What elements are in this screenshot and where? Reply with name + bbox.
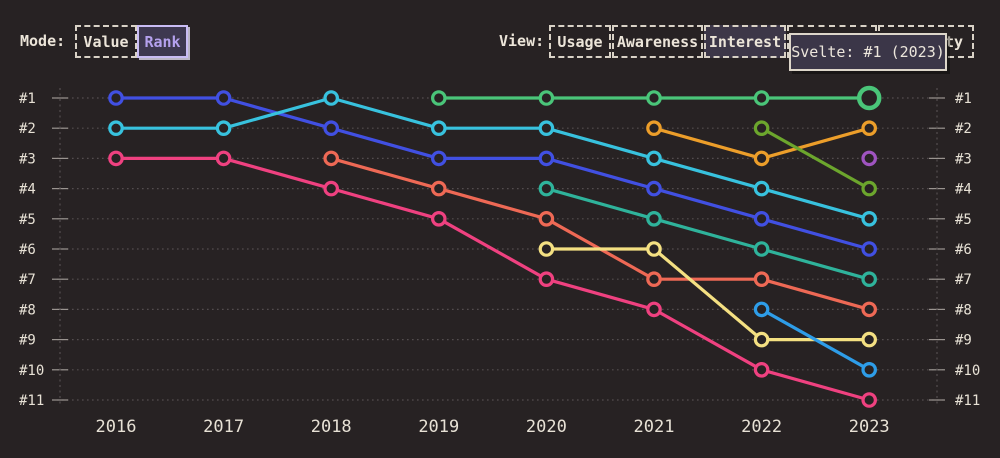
data-point-cyan-2019[interactable] (430, 120, 447, 136)
view-option-usage[interactable]: Usage (549, 25, 611, 58)
rank-label-left: #1 (19, 91, 36, 107)
data-point-cyan-2020[interactable] (538, 120, 555, 136)
view-option-awareness[interactable]: Awareness (612, 25, 703, 58)
data-point-teal-2022[interactable] (753, 241, 770, 257)
year-label: 2020 (526, 417, 567, 437)
rank-label-right: #1 (955, 91, 972, 107)
data-point-rose-2023[interactable] (861, 392, 877, 408)
series-line-cyan (114, 96, 871, 221)
series-line-rose (114, 156, 871, 402)
rank-label-right: #5 (955, 212, 972, 228)
tooltip-text: Svelte: #1 (2023) (791, 43, 945, 61)
rank-label-right: #8 (955, 302, 972, 318)
data-point-yellow-2022[interactable] (753, 331, 770, 348)
data-point-rose-2022[interactable] (753, 361, 770, 378)
year-label: 2018 (311, 417, 352, 437)
data-point-teal-2023[interactable] (861, 271, 877, 287)
data-point-cyan-2017[interactable] (215, 120, 232, 136)
data-point-indigo-2020[interactable] (538, 150, 555, 167)
data-point-sky-2023[interactable] (861, 361, 877, 378)
data-point-salmon-2023[interactable] (861, 301, 877, 318)
rank-label-left: #7 (19, 272, 36, 288)
data-point-salmon-2020[interactable] (538, 211, 555, 227)
rank-label-right: #9 (955, 333, 972, 349)
data-point-sky-2022[interactable] (753, 301, 770, 318)
data-point-yellow-2020[interactable] (538, 241, 555, 257)
rank-label-left: #3 (19, 151, 36, 167)
rank-label-left: #6 (19, 242, 36, 258)
year-label: 2019 (418, 417, 459, 437)
mode-option-value[interactable]: Value (75, 25, 137, 58)
data-point-green-2023[interactable] (856, 85, 882, 111)
data-point-green-2020[interactable] (538, 90, 555, 106)
rank-label-left: #10 (19, 363, 44, 379)
rank-label-right: #7 (955, 272, 972, 288)
data-point-indigo-2016[interactable] (108, 90, 124, 106)
data-point-indigo-2017[interactable] (215, 90, 232, 106)
data-point-indigo-2019[interactable] (430, 150, 447, 167)
data-point-rose-2016[interactable] (108, 150, 124, 167)
series-line-sky (759, 307, 871, 372)
rank-label-right: #10 (955, 363, 980, 379)
data-point-cyan-2023[interactable] (861, 211, 877, 227)
data-point-yellow-2021[interactable] (646, 241, 662, 257)
data-point-green-2019[interactable] (430, 90, 447, 106)
data-point-rose-2017[interactable] (215, 150, 232, 167)
data-point-cyan-2018[interactable] (323, 90, 339, 106)
data-point-olive-2023[interactable] (861, 180, 877, 197)
rank-label-right: #3 (955, 151, 972, 167)
rank-label-right: #2 (955, 121, 972, 137)
data-point-green-2022[interactable] (753, 90, 770, 106)
data-point-rose-2021[interactable] (646, 301, 662, 318)
series-line-indigo (114, 96, 871, 251)
year-label: 2022 (741, 417, 782, 437)
data-point-indigo-2021[interactable] (646, 180, 662, 197)
rank-label-left: #4 (19, 182, 36, 198)
data-point-cyan-2022[interactable] (753, 180, 770, 197)
series-line-olive (759, 126, 871, 191)
data-point-teal-2021[interactable] (646, 211, 662, 227)
rank-label-left: #9 (19, 333, 36, 349)
year-label: 2021 (634, 417, 675, 437)
data-point-purple-2023[interactable] (861, 150, 877, 167)
data-point-orange-2022[interactable] (753, 150, 770, 167)
rank-label-left: #11 (19, 393, 44, 409)
year-label: 2023 (849, 417, 890, 437)
view-label: View: (499, 32, 545, 50)
data-point-salmon-2021[interactable] (646, 271, 662, 287)
data-point-cyan-2021[interactable] (646, 150, 662, 167)
data-point-green-2021[interactable] (646, 90, 662, 106)
tooltip: Svelte: #1 (2023) (789, 33, 947, 71)
data-point-salmon-2019[interactable] (430, 180, 447, 197)
year-label: 2016 (96, 417, 137, 437)
data-point-indigo-2018[interactable] (323, 120, 339, 136)
rank-label-left: #8 (19, 302, 36, 318)
data-point-teal-2020[interactable] (538, 180, 555, 197)
data-point-orange-2021[interactable] (646, 120, 662, 136)
mode-label: Mode: (20, 32, 66, 50)
rank-label-right: #4 (955, 182, 972, 198)
year-label: 2017 (203, 417, 244, 437)
data-point-salmon-2018[interactable] (323, 150, 339, 167)
data-point-rose-2020[interactable] (538, 271, 555, 287)
mode-option-rank[interactable]: Rank (137, 25, 188, 58)
data-point-salmon-2022[interactable] (753, 271, 770, 287)
series-line-salmon (329, 156, 871, 311)
data-point-rose-2018[interactable] (323, 180, 339, 197)
data-point-indigo-2022[interactable] (753, 211, 770, 227)
data-point-rose-2019[interactable] (430, 211, 447, 227)
data-point-cyan-2016[interactable] (108, 120, 124, 136)
rank-label-right: #6 (955, 242, 972, 258)
view-option-interest[interactable]: Interest (704, 25, 786, 58)
series-line-teal (544, 187, 871, 281)
data-point-yellow-2023[interactable] (861, 331, 877, 348)
data-point-orange-2023[interactable] (861, 120, 877, 136)
data-point-olive-2022[interactable] (753, 120, 770, 136)
rank-label-right: #11 (955, 393, 980, 409)
data-point-indigo-2023[interactable] (861, 241, 877, 257)
rank-label-left: #2 (19, 121, 36, 137)
rank-label-left: #5 (19, 212, 36, 228)
